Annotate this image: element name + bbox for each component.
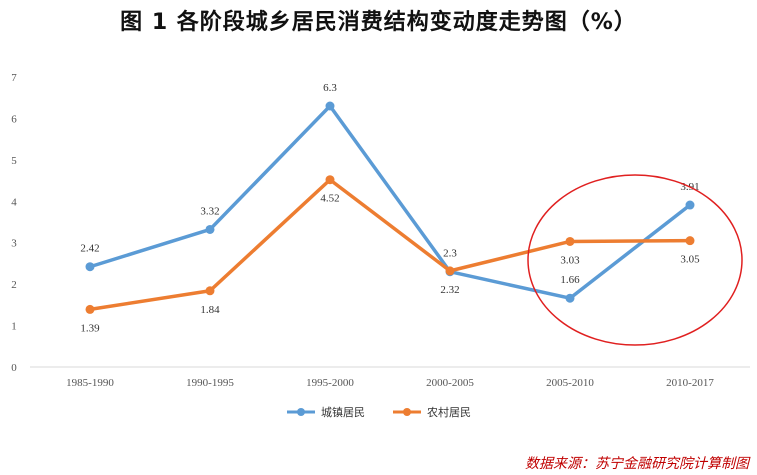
y-tick-label: 5 — [11, 155, 17, 167]
data-point — [325, 101, 335, 111]
chart-title: 图 1 各阶段城乡居民消费结构变动度走势图（%） — [120, 10, 637, 35]
series-line — [88, 177, 692, 312]
data-label: 3.03 — [560, 254, 580, 266]
y-tick-label: 1 — [11, 321, 17, 333]
data-point — [685, 236, 695, 246]
y-tick-label: 0 — [11, 362, 17, 374]
legend-label: 农村居民 — [427, 405, 471, 419]
data-labels: 2.423.326.32.31.663.911.391.844.522.323.… — [80, 82, 700, 334]
data-point — [85, 304, 95, 314]
x-tick-label: 2000-2005 — [426, 377, 474, 389]
data-point — [445, 266, 455, 276]
series-line — [88, 104, 692, 300]
data-point — [205, 286, 215, 296]
data-label: 4.52 — [320, 193, 339, 205]
data-point — [565, 236, 575, 246]
y-tick-label: 7 — [11, 72, 17, 84]
source-note: 数据来源：苏宁金融研究院计算制图 — [525, 456, 749, 472]
data-label: 2.42 — [80, 243, 99, 255]
data-point — [565, 293, 575, 303]
y-axis-ticks: 0 1 2 3 4 5 6 7 — [11, 72, 17, 374]
legend: 城镇居民 农村居民 — [287, 405, 471, 419]
data-label: 2.3 — [443, 248, 457, 260]
x-axis-ticks: 1985-1990 1990-1995 1995-2000 2000-2005 2005… — [66, 377, 714, 389]
legend-swatch-marker — [403, 408, 411, 416]
series-group — [85, 101, 695, 314]
data-point — [85, 262, 95, 272]
data-label: 3.05 — [680, 254, 700, 266]
x-tick-label: 2005-2010 — [546, 377, 594, 389]
y-tick-label: 6 — [11, 113, 17, 125]
data-point — [685, 200, 695, 210]
y-tick-label: 4 — [11, 196, 17, 208]
x-tick-label: 1995-2000 — [306, 377, 354, 389]
data-label: 2.32 — [440, 284, 459, 296]
x-tick-label: 2010-2017 — [666, 377, 714, 389]
data-label: 6.3 — [323, 82, 337, 94]
data-label: 1.39 — [80, 322, 100, 334]
data-label: 1.66 — [560, 274, 580, 286]
data-point — [325, 175, 335, 185]
x-tick-label: 1990-1995 — [186, 377, 234, 389]
y-tick-label: 2 — [11, 279, 17, 291]
y-tick-label: 3 — [11, 238, 17, 250]
legend-label: 城镇居民 — [321, 405, 365, 419]
legend-swatch-marker — [297, 408, 305, 416]
highlight-circle — [527, 174, 743, 346]
data-label: 1.84 — [200, 304, 220, 316]
data-label: 3.32 — [200, 205, 219, 217]
data-point — [205, 224, 215, 234]
x-tick-label: 1985-1990 — [66, 377, 114, 389]
